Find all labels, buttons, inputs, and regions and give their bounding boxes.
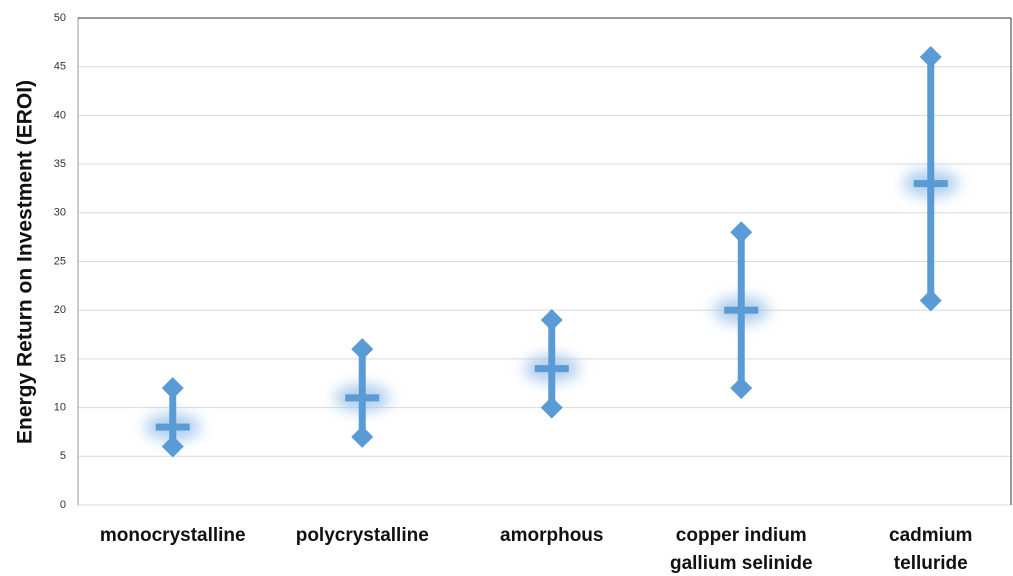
y-tick-label: 35	[54, 158, 66, 170]
y-tick-label: 30	[54, 207, 66, 219]
x-tick-label: amorphous	[500, 525, 604, 546]
y-tick-label: 10	[54, 402, 66, 414]
y-axis-label: Energy Return on Investment (EROI)	[14, 80, 37, 444]
range-end	[919, 289, 942, 312]
range-end	[351, 338, 374, 361]
y-tick-label: 20	[54, 304, 66, 316]
y-tick-label: 45	[54, 61, 66, 73]
y-tick-label: 40	[54, 109, 66, 121]
x-tick-label: monocrystalline	[99, 525, 246, 546]
mid-marker	[534, 365, 569, 373]
range-end	[351, 425, 374, 448]
mid-marker	[155, 423, 190, 431]
y-tick-label: 15	[54, 353, 66, 365]
y-tick-label: 0	[60, 499, 66, 511]
mid-marker	[913, 180, 948, 188]
range-end	[161, 435, 184, 458]
range-end	[540, 308, 563, 331]
x-tick-label: cadmium telluride	[889, 525, 973, 574]
x-tick-label: polycrystalline	[295, 525, 429, 546]
y-tick-label: 50	[54, 12, 66, 24]
mid-marker	[724, 306, 759, 314]
y-tick-label: 5	[60, 450, 66, 462]
mid-marker	[345, 394, 380, 402]
range-end	[730, 221, 753, 244]
range-end	[919, 45, 942, 68]
range-end	[540, 396, 563, 419]
x-tick-label: copper indium gallium selinide	[669, 525, 813, 574]
range-end	[161, 377, 184, 400]
range-end	[730, 377, 753, 400]
y-tick-label: 25	[54, 255, 66, 267]
